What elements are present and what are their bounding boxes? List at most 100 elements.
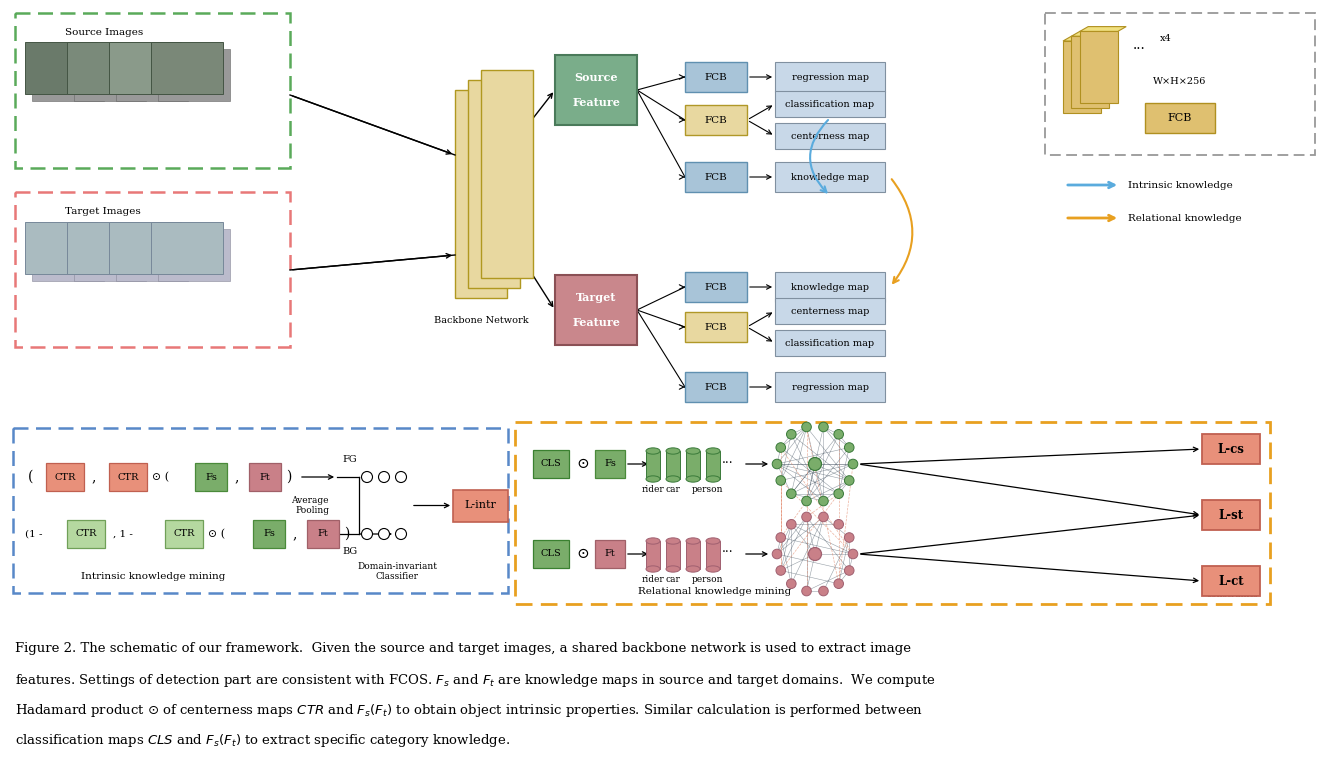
- Ellipse shape: [666, 448, 680, 454]
- Circle shape: [819, 496, 828, 506]
- Polygon shape: [1080, 32, 1117, 103]
- Text: BG: BG: [343, 547, 357, 557]
- Text: FCB: FCB: [705, 383, 728, 391]
- Text: Backbone Network: Backbone Network: [434, 316, 529, 325]
- Bar: [775, 62, 884, 92]
- Bar: [67, 520, 104, 548]
- Text: Intrinsic knowledge: Intrinsic knowledge: [1128, 180, 1232, 189]
- Text: person: person: [692, 484, 724, 494]
- Bar: [25, 222, 96, 274]
- Text: (: (: [28, 470, 33, 484]
- Bar: [646, 451, 660, 479]
- Text: rider: rider: [642, 484, 665, 494]
- Text: FCB: FCB: [705, 116, 728, 125]
- Bar: [646, 541, 660, 569]
- Bar: [706, 451, 720, 479]
- Bar: [685, 62, 747, 92]
- Circle shape: [834, 520, 843, 529]
- Bar: [533, 540, 569, 568]
- Bar: [686, 451, 700, 479]
- Text: FCB: FCB: [705, 283, 728, 292]
- Circle shape: [776, 533, 785, 542]
- Text: Average
Pooling: Average Pooling: [292, 496, 329, 515]
- Circle shape: [361, 471, 372, 483]
- Bar: [253, 520, 285, 548]
- Circle shape: [848, 459, 858, 469]
- Bar: [775, 372, 884, 402]
- Bar: [533, 450, 569, 478]
- Bar: [158, 229, 230, 281]
- Ellipse shape: [686, 448, 700, 454]
- Bar: [685, 312, 747, 342]
- Ellipse shape: [686, 538, 700, 544]
- Text: centerness map: centerness map: [791, 132, 870, 140]
- Text: classification maps $CLS$ and $F_s(F_t)$ to extract specific category knowledge.: classification maps $CLS$ and $F_s(F_t)$…: [15, 732, 510, 749]
- Text: L-cs: L-cs: [1218, 443, 1244, 456]
- Text: Hadamard product $\odot$ of centerness maps $CTR$ and $F_s(F_t)$ to obtain objec: Hadamard product $\odot$ of centerness m…: [15, 702, 923, 719]
- Bar: [306, 520, 339, 548]
- Text: L-ct: L-ct: [1218, 574, 1244, 588]
- Bar: [32, 49, 104, 101]
- Bar: [775, 91, 884, 117]
- Ellipse shape: [666, 476, 680, 482]
- Text: CTR: CTR: [118, 473, 139, 481]
- Text: Relational knowledge: Relational knowledge: [1128, 213, 1242, 223]
- Text: Source: Source: [574, 72, 618, 82]
- Text: car: car: [665, 574, 681, 584]
- Circle shape: [844, 476, 854, 485]
- Bar: [116, 229, 189, 281]
- Circle shape: [834, 579, 843, 588]
- Circle shape: [772, 549, 781, 559]
- Ellipse shape: [686, 476, 700, 482]
- Bar: [685, 272, 747, 302]
- Bar: [25, 42, 96, 94]
- Bar: [595, 540, 625, 568]
- Bar: [455, 90, 507, 298]
- Circle shape: [801, 496, 811, 506]
- Text: CTR: CTR: [75, 530, 96, 538]
- Text: ,: ,: [293, 527, 297, 541]
- Circle shape: [819, 586, 828, 596]
- Text: Intrinsic knowledge mining: Intrinsic knowledge mining: [80, 572, 225, 581]
- Text: ...: ...: [1133, 38, 1145, 52]
- Polygon shape: [1072, 36, 1109, 109]
- Text: ,: ,: [92, 470, 96, 484]
- Circle shape: [396, 528, 407, 540]
- Circle shape: [808, 457, 822, 470]
- Bar: [195, 463, 227, 491]
- Circle shape: [819, 512, 828, 522]
- Bar: [108, 463, 147, 491]
- Bar: [595, 450, 625, 478]
- Text: Ft: Ft: [260, 473, 270, 481]
- Text: Fs: Fs: [205, 473, 217, 481]
- Ellipse shape: [686, 566, 700, 572]
- Bar: [158, 49, 230, 101]
- Bar: [108, 42, 181, 94]
- Text: regression map: regression map: [792, 383, 868, 391]
- Bar: [15, 13, 290, 168]
- Text: CLS: CLS: [541, 460, 562, 468]
- Bar: [1202, 434, 1260, 464]
- Polygon shape: [1062, 41, 1101, 113]
- Ellipse shape: [646, 566, 660, 572]
- Bar: [775, 330, 884, 356]
- Text: FG: FG: [343, 454, 357, 464]
- Bar: [32, 229, 104, 281]
- Text: CTR: CTR: [174, 530, 195, 538]
- Ellipse shape: [706, 448, 720, 454]
- Circle shape: [379, 528, 389, 540]
- Circle shape: [834, 489, 843, 498]
- Circle shape: [772, 459, 781, 469]
- Bar: [555, 55, 637, 125]
- Bar: [108, 222, 181, 274]
- Bar: [1045, 13, 1315, 155]
- Text: ,: ,: [234, 470, 240, 484]
- Bar: [13, 428, 508, 593]
- Text: x4: x4: [1160, 34, 1172, 42]
- Bar: [685, 105, 747, 135]
- Text: rider: rider: [642, 574, 665, 584]
- Circle shape: [844, 443, 854, 452]
- Text: CTR: CTR: [55, 473, 76, 481]
- Circle shape: [776, 443, 785, 452]
- Bar: [116, 49, 189, 101]
